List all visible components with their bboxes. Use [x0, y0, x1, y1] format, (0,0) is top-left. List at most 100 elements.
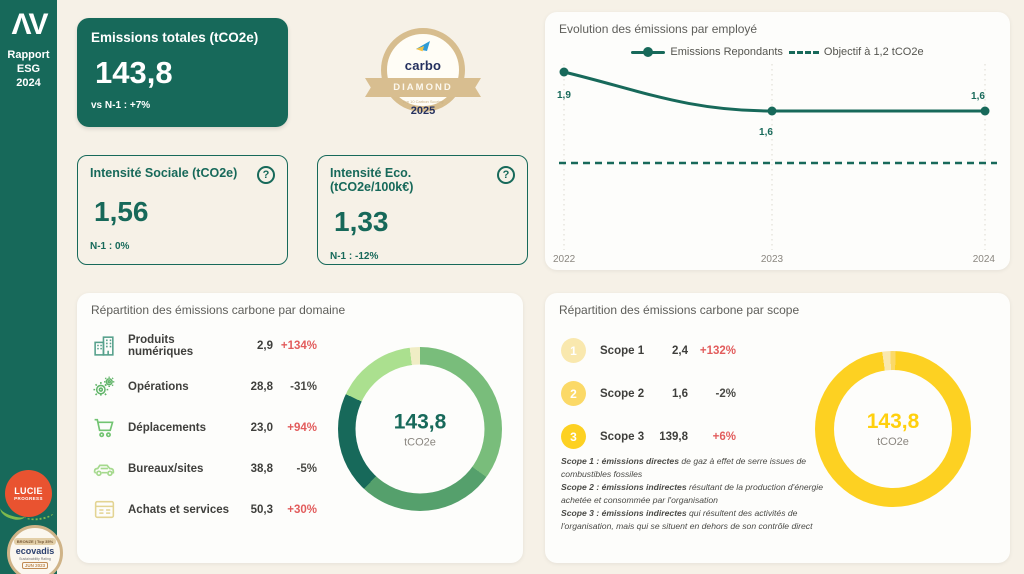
total-emissions-value: 143,8: [95, 55, 173, 90]
scope1-definition: Scope 1 : émissions directes de gaz à ef…: [561, 456, 807, 479]
buildings-icon: [91, 332, 118, 359]
report-title-line3: 2024: [16, 77, 41, 89]
domaine-label: Bureaux/sites: [128, 462, 204, 475]
scope-label: Scope 3: [600, 430, 645, 443]
svg-text:1,9: 1,9: [557, 90, 571, 101]
social-intensity-card: Intensité Sociale (tCO2e) ? 1,56 N-1 : 0…: [77, 155, 288, 265]
donut-center: 143,8 tCO2e: [355, 364, 485, 494]
ecovadis-date: JUN 2023: [21, 561, 49, 569]
eco-intensity-card: Intensité Eco. (tCO2e/100k€) ? 1,33 N-1 …: [317, 155, 528, 265]
scope-donut-chart: 143,8 tCO2e: [815, 351, 971, 507]
svg-text:2022: 2022: [553, 254, 576, 265]
scope-delta: -2%: [715, 387, 736, 400]
eco-intensity-title: Intensité Eco. (tCO2e/100k€): [330, 166, 414, 194]
ecovadis-subtitle: Sustainability Rating: [19, 556, 51, 561]
ecovadis-name: ecovadis: [15, 545, 55, 556]
domaine-delta: +94%: [287, 421, 317, 434]
carbo-level-label: DIAMOND: [393, 82, 453, 93]
domaine-value: 28,8: [250, 380, 273, 393]
report-title: Rapport ESG 2024: [0, 48, 57, 90]
domaine-label: Produits numériques: [128, 333, 194, 358]
table-row-operations: Opérations 28,8 -31%: [89, 366, 317, 407]
ecovadis-rank-band: BRONZE | Top 35%: [13, 537, 57, 545]
company-logo: ΛV: [11, 8, 48, 41]
scope-delta: +132%: [699, 344, 736, 357]
evolution-chart-title: Evolution des émissions par employé: [559, 22, 758, 36]
donut-center: 143,8 tCO2e: [834, 370, 952, 488]
scope-definitions: Scope 1 : émissions directes de gaz à ef…: [561, 455, 851, 533]
carbo-small-text: Top 10 Carbon Scoring: [402, 99, 444, 104]
legend-item-target[interactable]: Objectif à 1,2 tCO2e: [788, 46, 924, 58]
table-row-scope3: 3 Scope 3 139,8 +6%: [561, 415, 781, 458]
scope2-definition: Scope 2 : émissions indirectes résultant…: [561, 482, 823, 505]
report-title-line1: Rapport: [7, 49, 50, 61]
report-title-line2: ESG: [16, 63, 41, 75]
total-emissions-title: Emissions totales (tCO2e): [91, 30, 259, 45]
social-intensity-value: 1,56: [94, 196, 149, 227]
svg-text:1,6: 1,6: [971, 91, 985, 102]
domaine-row-list: Produits numériques 2,9 +134% Opérations…: [89, 325, 317, 530]
domaine-label: Déplacements: [128, 421, 206, 434]
donut-center-unit: tCO2e: [877, 436, 909, 448]
total-emissions-delta: vs N-1 : +7%: [91, 100, 151, 111]
scope-label: Scope 1: [600, 344, 645, 357]
legend-item-emissions[interactable]: Emissions Repondants: [631, 46, 783, 58]
donut-center-unit: tCO2e: [404, 436, 436, 448]
domaine-value: 23,0: [250, 421, 273, 434]
gears-icon: [91, 373, 118, 400]
domaine-value: 38,8: [250, 462, 273, 475]
table-row-produits-numeriques: Produits numériques 2,9 +134%: [89, 325, 317, 366]
line-marker-icon: [631, 46, 666, 57]
legend-target-label: Objectif à 1,2 tCO2e: [823, 46, 924, 58]
domaine-delta: +134%: [280, 339, 317, 352]
help-icon[interactable]: ?: [497, 166, 515, 184]
social-intensity-title: Intensité Sociale (tCO2e): [90, 166, 238, 180]
domaine-value: 50,3: [250, 503, 273, 516]
donut-center-value: 143,8: [393, 410, 447, 433]
help-icon[interactable]: ?: [257, 166, 275, 184]
eco-intensity-delta: N-1 : -12%: [330, 251, 379, 262]
domaine-delta: -5%: [296, 462, 317, 475]
table-row-scope2: 2 Scope 2 1,6 -2%: [561, 372, 781, 415]
invoice-icon: [91, 496, 118, 523]
scope-delta: +6%: [712, 430, 736, 443]
scope-label: Scope 2: [600, 387, 645, 400]
evolution-chart-panel: Evolution des émissions par employé Emis…: [545, 12, 1010, 270]
lucie-progress-badge: LUCIE PROGRESS: [5, 470, 52, 517]
scope3-number-icon: 3: [561, 424, 586, 449]
carbo-diamond-badge: carbo DIAMOND Top 10 Carbon Scoring 2025: [365, 26, 481, 120]
carbo-year-label: 2025: [410, 105, 436, 117]
table-row-deplacements: Déplacements 23,0 +94%: [89, 407, 317, 448]
carbo-brand-label: carbo: [404, 58, 442, 73]
domaine-delta: +30%: [287, 503, 317, 516]
sidebar: ΛV Rapport ESG 2024 LUCIE PROGRESS BRONZ…: [0, 0, 63, 574]
domaine-panel-title: Répartition des émissions carbone par do…: [91, 303, 346, 317]
evolution-line-chart: 1,9 1,6 1,6 2022 2023 2024: [553, 64, 997, 265]
chart-legend: Emissions Repondants Objectif à 1,2 tCO2…: [545, 46, 1010, 58]
domaine-value: 2,9: [257, 339, 273, 352]
scope2-number-icon: 2: [561, 381, 586, 406]
svg-text:2023: 2023: [761, 254, 784, 265]
carbo-logo-icon: [415, 40, 432, 59]
scope-panel-title: Répartition des émissions carbone par sc…: [559, 303, 800, 317]
carbo-ribbon: DIAMOND: [365, 78, 481, 97]
table-row-scope1: 1 Scope 1 2,4 +132%: [561, 329, 781, 372]
svg-text:2024: 2024: [973, 254, 996, 265]
domaine-breakdown-panel: Répartition des émissions carbone par do…: [77, 293, 523, 563]
dashed-line-icon: [788, 50, 819, 54]
scope-row-list: 1 Scope 1 2,4 +132% 2 Scope 2 1,6 -2% 3 …: [561, 329, 781, 458]
car-icon: [91, 455, 118, 482]
domaine-delta: -31%: [290, 380, 317, 393]
lucie-badge-label: LUCIE: [14, 486, 43, 496]
svg-text:1,6: 1,6: [759, 127, 773, 138]
cart-icon: [91, 414, 118, 441]
scope-value: 2,4: [672, 344, 688, 357]
domaine-label: Achats et services: [128, 503, 230, 516]
table-row-bureaux-sites: Bureaux/sites 38,8 -5%: [89, 448, 317, 489]
donut-center-value: 143,8: [866, 410, 920, 433]
domaine-donut-chart: 143,8 tCO2e: [338, 347, 502, 511]
total-emissions-card: Emissions totales (tCO2e) 143,8 vs N-1 :…: [77, 18, 288, 127]
eco-intensity-value: 1,33: [334, 206, 389, 237]
ecovadis-badge: BRONZE | Top 35% ecovadis Sustainability…: [7, 525, 63, 574]
scope-breakdown-panel: Répartition des émissions carbone par sc…: [545, 293, 1010, 563]
